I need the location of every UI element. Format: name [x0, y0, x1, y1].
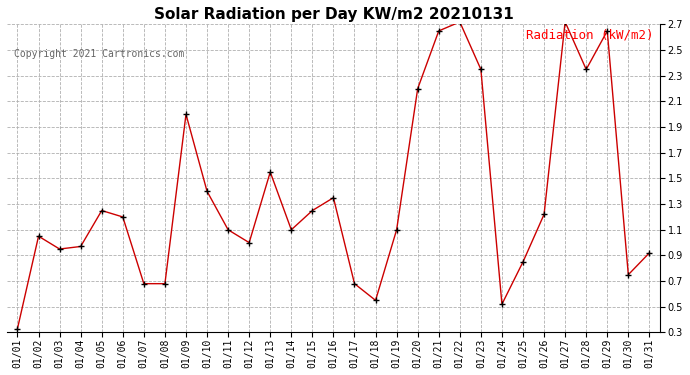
Text: Radiation (kW/m2): Radiation (kW/m2) [526, 28, 653, 41]
Title: Solar Radiation per Day KW/m2 20210131: Solar Radiation per Day KW/m2 20210131 [154, 7, 513, 22]
Text: Copyright 2021 Cartronics.com: Copyright 2021 Cartronics.com [14, 49, 184, 59]
